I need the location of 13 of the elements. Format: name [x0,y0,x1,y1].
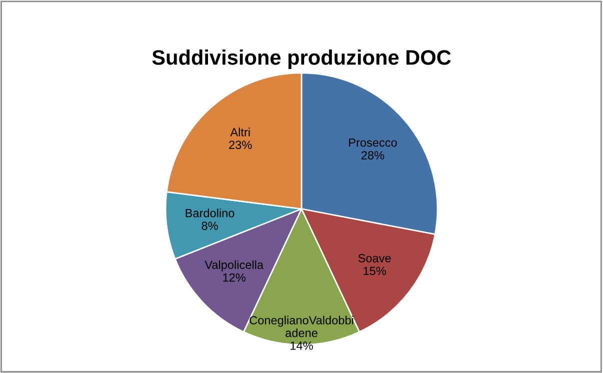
data-label: 23% [229,140,252,150]
data-label: 28% [362,151,384,160]
data-label: 14% [290,342,313,350]
data-label: 12% [223,273,246,282]
slice-label: Altri [230,128,250,136]
slice-label: ConeglianoValdobbiadene [250,316,354,338]
data-label: 8% [202,222,218,230]
slice-label: Valpolicella [204,260,264,272]
chart-title: Suddivisione produzione DOC [152,50,451,69]
slice-label: Bardolino [186,208,234,218]
data-label: 15% [364,266,386,276]
slice-label: Soave [358,254,391,262]
slice-label: Prosecco [349,138,397,147]
